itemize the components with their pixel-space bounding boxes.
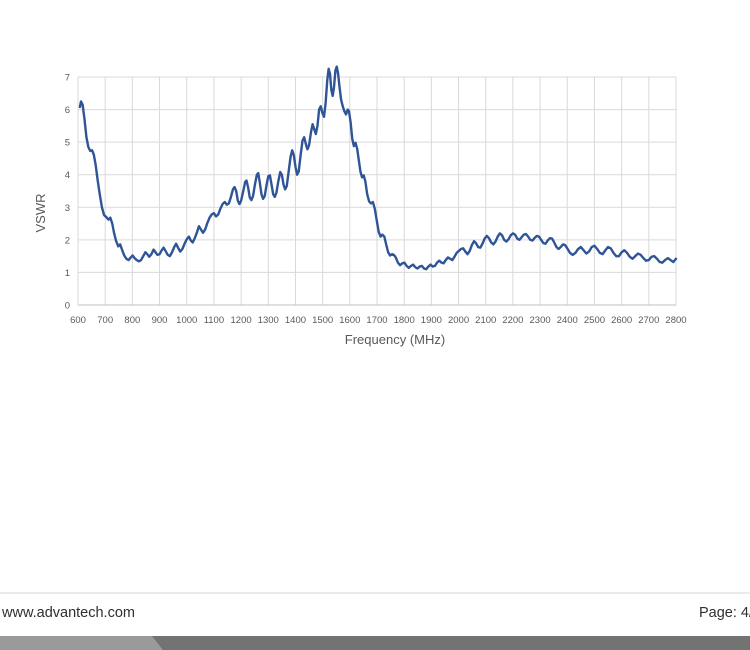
svg-text:1900: 1900 [421, 315, 442, 326]
svg-text:900: 900 [152, 315, 168, 326]
svg-text:1600: 1600 [339, 315, 360, 326]
footer-divider [0, 592, 750, 594]
svg-text:1400: 1400 [285, 315, 306, 326]
svg-text:5: 5 [65, 138, 70, 149]
svg-text:1200: 1200 [231, 315, 252, 326]
svg-text:2000: 2000 [448, 315, 469, 326]
svg-text:1: 1 [65, 268, 70, 279]
svg-text:2100: 2100 [475, 315, 496, 326]
svg-text:1000: 1000 [176, 315, 197, 326]
svg-text:3: 3 [65, 203, 70, 214]
footer-accent-bar-left [0, 636, 163, 650]
footer-accent-bar-right [0, 636, 750, 650]
footer-website-link[interactable]: www.advantech.com [2, 605, 135, 621]
svg-text:2500: 2500 [584, 315, 605, 326]
svg-text:4: 4 [65, 170, 70, 181]
svg-text:2800: 2800 [665, 315, 686, 326]
svg-text:1700: 1700 [366, 315, 387, 326]
y-axis-title: VSWR [32, 193, 48, 233]
svg-text:2600: 2600 [611, 315, 632, 326]
svg-text:800: 800 [124, 315, 140, 326]
svg-text:2300: 2300 [530, 315, 551, 326]
svg-text:2: 2 [65, 235, 70, 246]
footer-accent-bar [0, 636, 750, 650]
x-axis-title: Frequency (MHz) [344, 332, 446, 347]
svg-text:1800: 1800 [394, 315, 415, 326]
footer-page-number: Page: 4/ [698, 605, 750, 621]
vswr-chart: 600 700 800 900 1000 1100 1200 1300 1400 1500 1600… [32, 65, 687, 347]
svg-text:2400: 2400 [557, 315, 578, 326]
svg-text:2200: 2200 [502, 315, 523, 326]
svg-text:1500: 1500 [312, 315, 333, 326]
svg-text:600: 600 [70, 315, 86, 326]
svg-text:1300: 1300 [258, 315, 279, 326]
svg-text:700: 700 [97, 315, 113, 326]
svg-text:0: 0 [65, 301, 70, 312]
svg-text:6: 6 [65, 105, 70, 116]
svg-text:7: 7 [65, 73, 70, 84]
svg-text:1100: 1100 [204, 315, 224, 326]
svg-text:2700: 2700 [638, 315, 659, 326]
chart-plot-area: 600 700 800 900 1000 1100 1200 1300 1400 1500 1600… [65, 65, 687, 326]
